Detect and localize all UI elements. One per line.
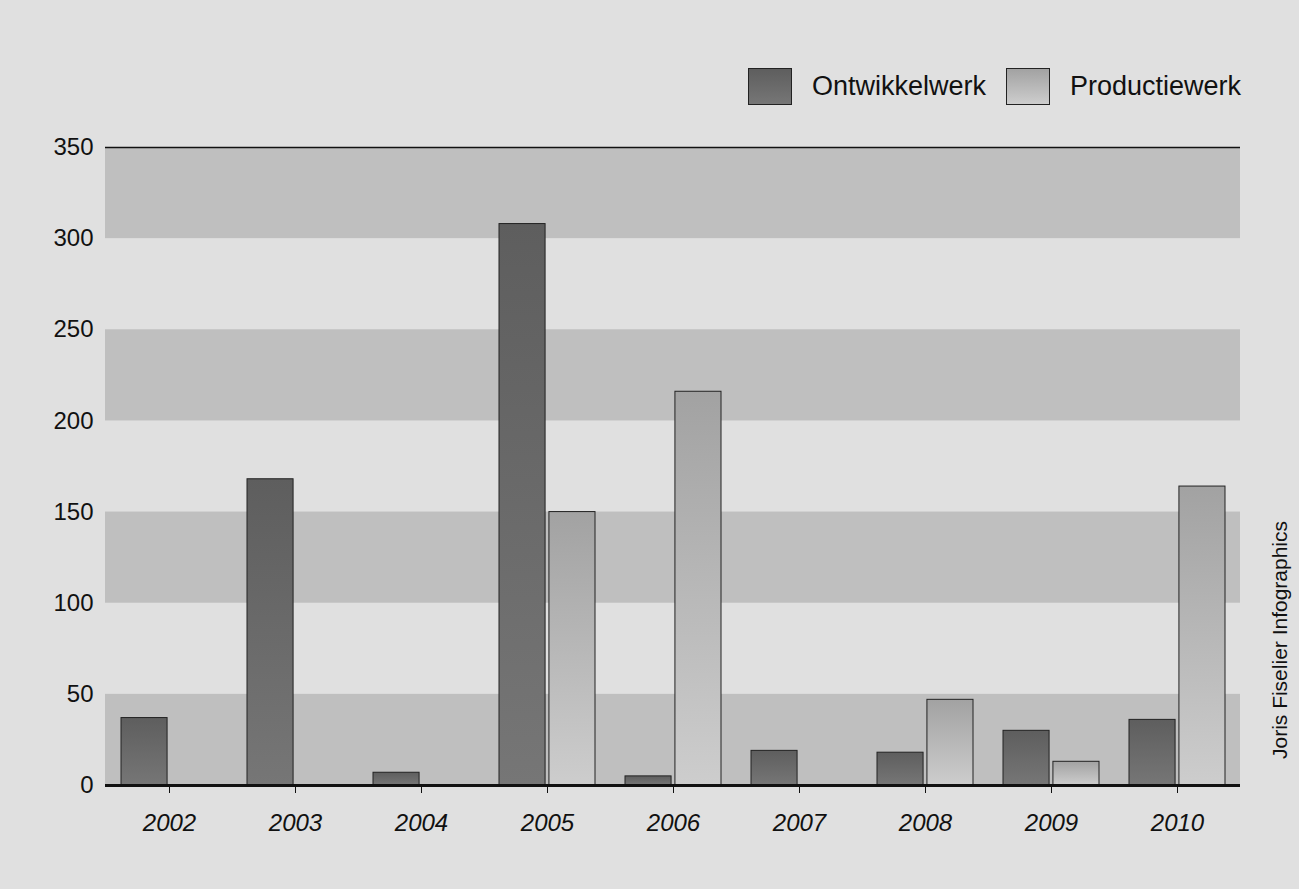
svg-text:2004: 2004	[394, 809, 448, 836]
svg-text:2010: 2010	[1150, 809, 1205, 836]
html-text:Productiewerk: Productiewerk	[1069, 71, 1241, 101]
svg-text:350: 350	[53, 133, 93, 160]
svg-text:2008: 2008	[898, 809, 953, 836]
html-text:Joris Fiselier Infographics: Joris Fiselier Infographics	[1268, 521, 1291, 759]
svg-text:300: 300	[53, 224, 93, 251]
svg-text:2002: 2002	[142, 809, 196, 836]
svg-text:2007: 2007	[772, 809, 828, 836]
svg-text:2009: 2009	[1024, 809, 1078, 836]
svg-text:150: 150	[53, 498, 93, 525]
svg-text:2006: 2006	[646, 809, 701, 836]
svg-text:50: 50	[67, 680, 94, 707]
svg-text:2005: 2005	[520, 809, 575, 836]
svg-text:0: 0	[80, 771, 93, 798]
svg-text:200: 200	[53, 407, 93, 434]
svg-text:250: 250	[53, 315, 93, 342]
svg-text:2003: 2003	[268, 809, 323, 836]
html-text:Ontwikkelwerk: Ontwikkelwerk	[811, 71, 986, 101]
svg-text:100: 100	[53, 589, 93, 616]
